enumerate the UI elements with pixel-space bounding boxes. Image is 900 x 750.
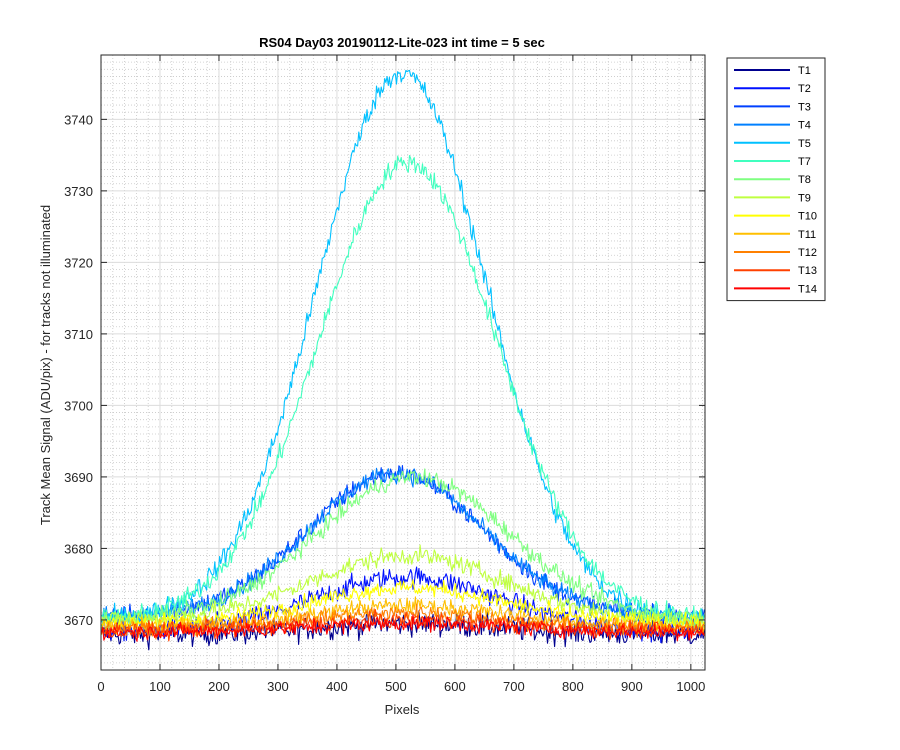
x-tick-label: 300 bbox=[267, 679, 289, 694]
x-tick-label: 600 bbox=[444, 679, 466, 694]
series-line-t13 bbox=[101, 608, 705, 642]
y-tick-label: 3680 bbox=[64, 541, 93, 556]
series-lines bbox=[101, 69, 705, 651]
tick-labels: 0 100 200 300 400 500 600 700 800 900 1000 3670 3680… bbox=[64, 112, 705, 694]
legend[interactable]: T1 T2 T3 T4 T5 T7 T8 T9 T10 T11 T12 T13 T14 bbox=[726, 57, 826, 302]
y-tick-label: 3690 bbox=[64, 470, 93, 485]
x-tick-label: 400 bbox=[326, 679, 348, 694]
y-tick-label: 3740 bbox=[64, 112, 93, 127]
legend-label-t2[interactable]: T2 bbox=[798, 83, 811, 95]
legend-label-t14[interactable]: T14 bbox=[798, 283, 817, 295]
y-tick-label: 3710 bbox=[64, 327, 93, 342]
legend-label-t5[interactable]: T5 bbox=[798, 138, 811, 150]
x-tick-label: 100 bbox=[149, 679, 171, 694]
x-tick-label: 500 bbox=[385, 679, 407, 694]
y-tick-label: 3730 bbox=[64, 184, 93, 199]
axes bbox=[100, 54, 706, 671]
legend-label-t4[interactable]: T4 bbox=[798, 120, 811, 132]
x-tick-label: 700 bbox=[503, 679, 525, 694]
plot-area bbox=[101, 55, 705, 670]
legend-label-t9[interactable]: T9 bbox=[798, 192, 811, 204]
legend-label-t7[interactable]: T7 bbox=[798, 156, 811, 168]
x-tick-label: 1000 bbox=[676, 679, 705, 694]
x-tick-label: 0 bbox=[97, 679, 104, 694]
legend-label-t1[interactable]: T1 bbox=[798, 65, 811, 77]
plot-background bbox=[101, 55, 705, 670]
y-tick-label: 3670 bbox=[64, 613, 93, 628]
x-axis-label: Pixels bbox=[385, 702, 420, 717]
series-line-t9 bbox=[101, 544, 705, 629]
legend-label-t12[interactable]: T12 bbox=[798, 247, 817, 259]
legend-label-t3[interactable]: T3 bbox=[798, 101, 811, 113]
legend-label-t13[interactable]: T13 bbox=[798, 265, 817, 277]
y-tick-label: 3700 bbox=[64, 398, 93, 413]
legend-label-t8[interactable]: T8 bbox=[798, 174, 811, 186]
axes-box bbox=[100, 54, 706, 671]
legend-label-t10[interactable]: T10 bbox=[798, 211, 817, 223]
legend-label-t11[interactable]: T11 bbox=[798, 229, 816, 241]
chart-title: RS04 Day03 20190112-Lite-023 int time = … bbox=[259, 35, 545, 50]
series-line-t7 bbox=[101, 154, 705, 633]
x-tick-label: 900 bbox=[621, 679, 643, 694]
x-tick-label: 200 bbox=[208, 679, 230, 694]
series-line-t8 bbox=[101, 468, 705, 631]
y-tick-label: 3720 bbox=[64, 255, 93, 270]
y-axis-label: Track Mean Signal (ADU/pix) - for tracks… bbox=[38, 205, 53, 525]
x-tick-label: 800 bbox=[562, 679, 584, 694]
series-line-t14 bbox=[101, 614, 705, 642]
